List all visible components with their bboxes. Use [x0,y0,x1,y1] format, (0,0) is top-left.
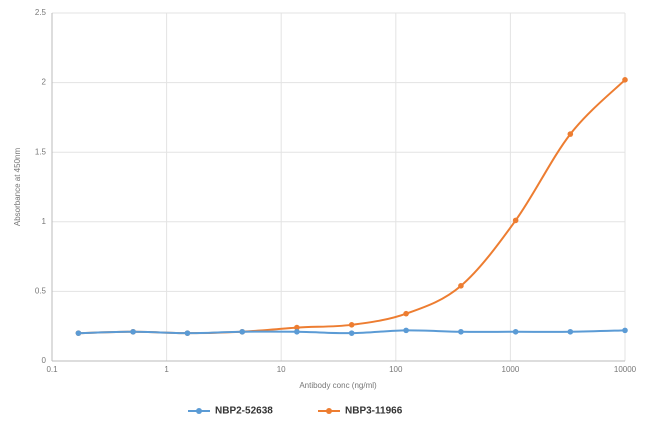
data-point [512,328,519,335]
data-point [294,324,300,331]
data-point [403,327,409,334]
data-point [130,328,136,335]
data-point [458,283,464,289]
data-point [348,322,355,328]
x-axis-label: Antibody conc (ng/ml) [299,381,377,390]
data-point [622,77,628,83]
legend-marker [196,408,202,414]
x-tick-label: 0.1 [46,365,58,374]
data-point [239,328,246,335]
data-point [75,330,82,336]
y-tick-label: 2.5 [35,8,47,17]
series-line [78,79,626,335]
data-point [622,327,628,334]
data-point [512,217,519,224]
legend-label: NBP2-52638 [215,406,273,417]
x-tick-label: 1 [164,365,169,374]
data-point [294,328,300,335]
x-tick-label: 1000 [502,365,520,374]
y-axis-label: Absorbance at 450nm [13,148,22,227]
legend-label: NBP3-11966 [345,406,403,417]
data-point [567,328,574,335]
data-point [458,328,464,335]
y-tick-label: 0 [42,356,47,365]
x-tick-label: 10000 [614,365,637,374]
data-point [567,131,574,137]
data-point [348,330,355,336]
y-tick-label: 0.5 [35,287,47,296]
y-tick-label: 2 [42,78,47,87]
data-point [184,330,191,336]
x-tick-label: 10 [277,365,286,374]
y-tick-label: 1 [42,217,47,226]
x-tick-label: 100 [389,365,403,374]
legend-marker [326,408,332,414]
data-point [403,310,409,317]
y-tick-label: 1.5 [35,147,47,156]
